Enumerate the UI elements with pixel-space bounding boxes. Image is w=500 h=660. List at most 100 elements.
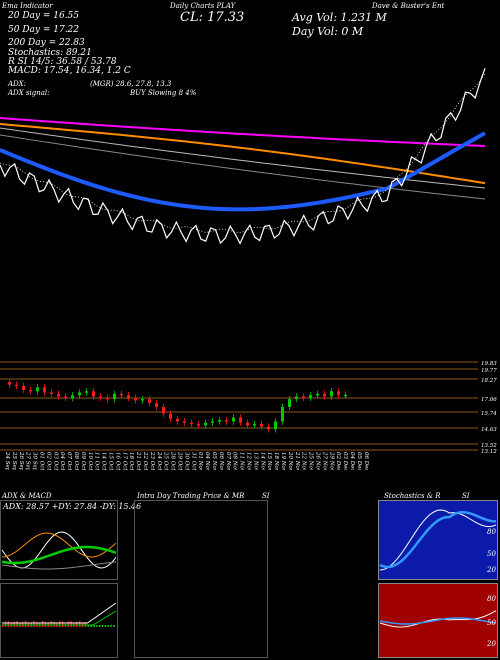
- date-tick-label: 04 Dec: [349, 452, 355, 470]
- candle-body: [71, 395, 74, 398]
- date-tick-label: 15 Oct: [108, 452, 114, 470]
- intraday-title: Intra Day Trading Price & MR: [137, 492, 245, 500]
- date-tick-label: 22 Oct: [142, 451, 148, 470]
- date-tick-label: 14 Nov: [259, 452, 265, 470]
- candle-body: [57, 393, 60, 397]
- candle-body: [127, 395, 130, 398]
- candle-body: [85, 391, 88, 393]
- date-tick-label: 21 Nov: [294, 451, 300, 470]
- date-tick-label: 30 Oct: [183, 452, 189, 470]
- candle-body: [113, 393, 116, 400]
- date-tick-label: 25 Nov: [308, 451, 314, 470]
- date-tick-label: 07 Nov: [225, 452, 231, 470]
- candle-body: [106, 397, 109, 400]
- candle-body: [246, 422, 249, 426]
- company-name: Dave & Buster's Ent: [372, 2, 445, 10]
- candle-body: [344, 394, 347, 397]
- candle-body: [204, 422, 207, 426]
- rsi-line: [379, 610, 497, 628]
- price-tick-label: 19.83: [481, 361, 497, 367]
- date-tick-label: 29 Oct: [177, 451, 183, 470]
- macd-hist-bar: [101, 625, 104, 627]
- rsi-label: R SI 14/5: 36.58 / 53.78: [8, 57, 117, 67]
- candle-body: [232, 417, 235, 422]
- macd-hist-bar: [113, 625, 115, 627]
- macd-hist-bar: [67, 621, 70, 627]
- stochastics-lines: [379, 509, 497, 571]
- adx-signal-label: ADX signal:: [8, 89, 50, 97]
- date-tick-label: 25 Sep: [11, 451, 17, 470]
- rsi-tick-20: 20: [487, 640, 496, 648]
- candle-body: [337, 391, 340, 396]
- rsi-signal-line: [379, 617, 497, 625]
- candle-body: [29, 389, 32, 392]
- rsi-tick-80: 80: [487, 595, 496, 603]
- candle-body: [120, 393, 123, 396]
- date-tick-label: 06 Dec: [363, 452, 369, 470]
- macd-hist-bar: [98, 625, 101, 627]
- stoch-panel-suffix: SI: [462, 492, 470, 500]
- candle-body: [50, 392, 53, 395]
- macd-hist-bar: [110, 625, 112, 627]
- price-tick-label: 19.77: [481, 368, 497, 374]
- candle-body: [225, 420, 228, 422]
- price-tick-label: 15.74: [481, 411, 497, 417]
- candle-body: [309, 395, 312, 398]
- adx-signal-value: BUY Slowing 8 4%: [130, 89, 197, 97]
- candle-body: [36, 387, 39, 392]
- candle-body: [253, 424, 256, 426]
- intraday-suffix: SI: [262, 492, 270, 500]
- candle-body: [190, 422, 193, 425]
- date-tick-label: 14 Oct: [101, 452, 107, 470]
- candle-body: [295, 396, 298, 400]
- macd-hist-bar: [24, 621, 27, 627]
- date-tick-label: 15 Nov: [266, 452, 272, 470]
- date-tick-label: 04 Nov: [204, 452, 210, 470]
- rsi-tick-50: 50: [487, 619, 496, 627]
- candle-body: [316, 393, 319, 396]
- date-tick-label: 24 Sep: [4, 451, 10, 470]
- date-tick-label: 02 Dec: [335, 452, 341, 470]
- macd-hist-bar: [4, 621, 7, 627]
- signal-line: [0, 73, 486, 233]
- candle-body: [302, 396, 305, 398]
- price-tick-label: 14.63: [481, 427, 497, 433]
- macd-hist-bar: [33, 621, 35, 627]
- stochastics-panel: [378, 500, 498, 580]
- date-tick-label: 04 Oct: [59, 452, 65, 470]
- stoch-panel-title: Stochastics & R: [384, 492, 441, 500]
- macd-hist-bar: [50, 621, 52, 627]
- candle-body: [330, 391, 333, 397]
- macd-hist-bar: [87, 625, 89, 627]
- date-tick-label: 27 Nov: [321, 451, 327, 470]
- top-left-prefix: Ema Indicator: [2, 2, 53, 10]
- indicator-panels: [1, 509, 497, 628]
- macd-hist-bar: [70, 621, 72, 627]
- candle-body: [323, 393, 326, 397]
- price-tick-label: 18.27: [481, 378, 497, 384]
- macd-hist-bar: [104, 625, 107, 627]
- date-tick-label: 10 Oct: [87, 452, 93, 470]
- date-tick-label: 18 Oct: [128, 452, 134, 470]
- candle-body: [169, 413, 172, 419]
- adx-values: (MGR) 28.6, 27.8, 13.3: [90, 80, 172, 88]
- macd-hist-bar: [41, 621, 44, 627]
- close-price: CL: 17.33: [180, 10, 245, 25]
- candle-body: [15, 384, 18, 387]
- macd-hist-bar: [59, 621, 61, 627]
- date-tick-label: 12 Nov: [246, 452, 252, 470]
- date-tick-label: 16 Oct: [114, 452, 120, 470]
- date-tick-label: 23 Oct: [149, 451, 155, 470]
- adx-panel-title: ADX & MACD: [2, 492, 52, 500]
- macd-hist-bar: [107, 625, 109, 627]
- price-tick-label: 13.12: [481, 449, 497, 455]
- date-tick-label: 18 Nov: [273, 452, 279, 470]
- macd-line: [2, 602, 117, 624]
- adx-panel: [0, 500, 118, 580]
- date-tick-label: 11 Nov: [239, 452, 245, 470]
- date-tick-label: 05 Nov: [211, 452, 217, 470]
- ema50-line: [0, 123, 486, 185]
- candle-body: [141, 399, 144, 401]
- candle-body: [260, 424, 263, 427]
